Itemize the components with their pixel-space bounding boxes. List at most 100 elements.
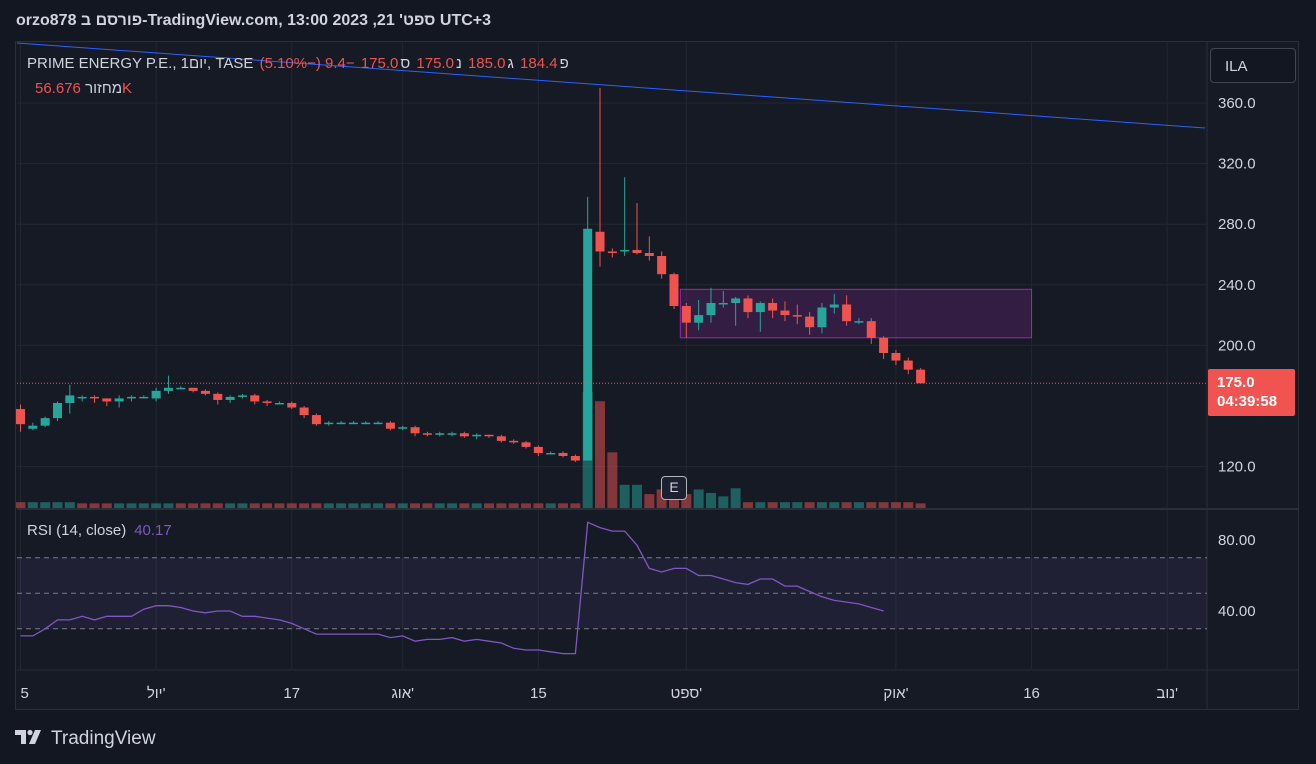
volume-bar	[52, 502, 63, 508]
consolidation-box	[679, 288, 1033, 339]
volume-bar	[866, 502, 877, 508]
candle-body	[694, 315, 704, 323]
candle-body	[139, 396, 149, 399]
volume-bar	[101, 503, 112, 508]
candle-body	[546, 452, 556, 455]
volume-bar	[853, 502, 864, 508]
candle-body	[768, 302, 778, 311]
price-tick-label: 320.0	[1218, 156, 1256, 173]
time-tick-label: יול'	[147, 685, 166, 702]
time-tick-label: 5	[21, 685, 29, 702]
candle-body	[28, 425, 38, 429]
rsi-tick-label: 80.00	[1218, 532, 1256, 549]
candle-body	[854, 321, 864, 323]
chart-frame[interactable]: 360.0 320.0 280.0 240.0 200.0 120.0 80.00 40.00…	[15, 41, 1299, 710]
candle-body	[792, 315, 802, 317]
price-legend: PRIME ENERGY P.E., 1יום, TASE פ184.4 ג18…	[27, 55, 571, 72]
volume-bar	[779, 502, 790, 508]
candle-body	[324, 422, 334, 425]
candle-body	[496, 436, 506, 441]
candle-body	[595, 231, 605, 252]
volume-bar	[348, 503, 359, 508]
volume-bar	[718, 496, 729, 508]
volume-bar	[471, 503, 482, 508]
close-value: 175.0	[360, 55, 399, 72]
volume-bar	[705, 492, 716, 508]
candle-body	[410, 427, 420, 434]
candle-body	[262, 401, 272, 403]
volume-bar	[903, 502, 914, 508]
volume-value: 56.676K	[35, 80, 133, 97]
time-tick-label: אוג'	[391, 685, 414, 702]
volume-bar	[484, 503, 495, 508]
volume-bar	[693, 489, 704, 508]
candle-body	[89, 396, 99, 399]
volume-bar	[816, 502, 827, 508]
volume-bar	[200, 503, 211, 508]
volume-bar	[373, 503, 384, 508]
candle-body	[570, 455, 580, 461]
price-tick-label: 240.0	[1218, 277, 1256, 294]
rsi-label: RSI (14, close)	[27, 522, 127, 539]
candle-body	[188, 387, 198, 391]
volume-bar	[878, 502, 889, 508]
candle-body	[373, 422, 383, 425]
volume-bar	[496, 503, 507, 508]
brand[interactable]: TradingView	[15, 728, 156, 750]
candle-body	[287, 402, 297, 408]
candle-body	[459, 433, 469, 437]
volume-bar	[890, 502, 901, 508]
last-price-value: 175.0	[1217, 374, 1255, 391]
candle-body	[114, 398, 124, 402]
volume-bar	[829, 502, 840, 508]
volume-bar	[792, 502, 803, 508]
last-price-tag: 175.0 04:39:58	[1208, 369, 1295, 416]
volume-bar	[336, 503, 347, 508]
volume-bar	[77, 503, 88, 508]
volume-bar	[274, 503, 285, 508]
candle-body	[361, 422, 371, 425]
candle-body	[558, 452, 568, 456]
volume-bar	[262, 503, 273, 508]
rsi-tick-label: 40.00	[1218, 603, 1256, 620]
volume-bar	[841, 502, 852, 508]
earnings-badge[interactable]: E	[661, 476, 687, 500]
rsi-line	[20, 521, 884, 655]
candle-body	[657, 256, 667, 275]
candle-body	[509, 440, 519, 443]
currency-button[interactable]: ILA	[1210, 48, 1296, 83]
candle-body	[780, 310, 790, 316]
volume-bar	[459, 503, 470, 508]
candle-body	[176, 387, 186, 390]
candle-body	[632, 249, 642, 253]
candle-body	[916, 369, 926, 384]
volume-bar	[27, 502, 38, 508]
candle-body	[52, 402, 62, 419]
candle-body	[533, 446, 543, 453]
candle-body	[755, 302, 765, 313]
high-label: ג	[507, 55, 514, 72]
candle-body	[620, 249, 630, 252]
volume-bar	[299, 503, 310, 508]
candle-body	[126, 396, 136, 399]
volume-bar	[323, 503, 334, 508]
time-tick-label: ספט'	[671, 685, 703, 702]
price-tick-label: 200.0	[1218, 337, 1256, 354]
candle-body	[903, 360, 913, 370]
chart-canvas[interactable]: 360.0 320.0 280.0 240.0 200.0 120.0 80.00 40.00…	[16, 42, 1298, 709]
volume-bar	[311, 503, 322, 508]
candle-body	[521, 442, 531, 447]
candle-body	[435, 433, 445, 435]
candle-body	[274, 402, 284, 405]
volume-bar	[385, 503, 396, 508]
brand-name: TradingView	[51, 728, 156, 749]
volume-bar	[212, 503, 223, 508]
candle-body	[879, 337, 889, 353]
candle-body	[447, 433, 457, 435]
low-label: נ	[455, 55, 462, 72]
change-value: −9.4 (−5.10%)	[259, 55, 355, 72]
volume-bar	[595, 401, 606, 508]
candle-body	[842, 304, 852, 322]
candle-body	[607, 251, 617, 253]
volume-bar	[360, 503, 371, 508]
